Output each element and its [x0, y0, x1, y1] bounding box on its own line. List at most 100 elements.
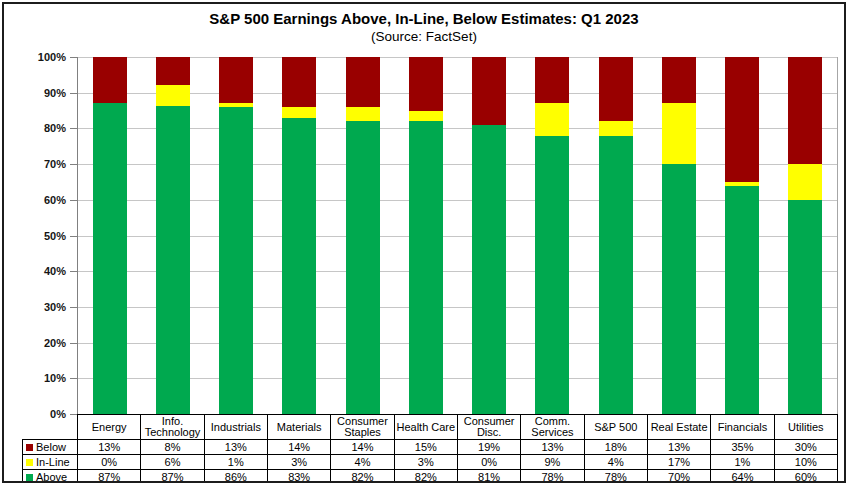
column-header-s-p-500: S&P 500 — [584, 415, 647, 440]
y-axis-label: 40% — [4, 266, 66, 277]
bar-segment-above-real-estate — [662, 164, 696, 414]
bar-segment-above-industrials — [219, 107, 253, 414]
cell-above-consumer-disc: 81% — [457, 470, 520, 484]
legend-swatch-above — [26, 474, 33, 481]
cell-above-comm-services: 78% — [521, 470, 584, 484]
bar-real-estate — [662, 57, 696, 414]
bar-segment-below-materials — [282, 57, 316, 107]
y-axis-tick — [70, 236, 77, 237]
bar-segment-above-materials — [282, 118, 316, 414]
y-axis-label: 70% — [4, 159, 66, 170]
cell-in-line-consumer-disc: 0% — [457, 455, 520, 470]
bar-segment-above-health-care — [409, 121, 443, 414]
legend-cell-below: Below — [23, 440, 78, 455]
cell-below-comm-services: 13% — [521, 440, 584, 455]
bar-column-consumer-disc — [458, 57, 521, 414]
y-axis-tick — [70, 343, 77, 344]
bar-health-care — [409, 57, 443, 414]
bar-segment-in-line-utilities — [788, 164, 822, 200]
legend-swatch-below — [26, 444, 33, 451]
y-axis-tick — [70, 57, 77, 58]
y-axis-label: 90% — [4, 87, 66, 98]
bar-segment-above-consumer-staples — [346, 121, 380, 414]
cell-below-materials: 14% — [267, 440, 330, 455]
cell-below-health-care: 15% — [394, 440, 457, 455]
y-axis-label: 20% — [4, 337, 66, 348]
bar-info-technology — [156, 57, 190, 414]
bar-utilities — [788, 57, 822, 414]
plot-area — [77, 57, 838, 414]
bar-column-consumer-staples — [331, 57, 394, 414]
legend-cell-in-line: In-Line — [23, 455, 78, 470]
cell-below-info-technology: 8% — [141, 440, 204, 455]
bar-segment-above-info-technology — [156, 106, 190, 414]
column-header-comm-services: Comm. Services — [521, 415, 584, 440]
bar-column-s-p-500 — [584, 57, 647, 414]
column-header-info-technology: Info. Technology — [141, 415, 204, 440]
y-axis-label: 10% — [4, 373, 66, 384]
bar-segment-below-comm-services — [535, 57, 569, 103]
cell-above-industrials: 86% — [204, 470, 267, 484]
bar-industrials — [219, 57, 253, 414]
y-axis-label: 60% — [4, 194, 66, 205]
bar-financials — [725, 57, 759, 414]
bar-segment-below-industrials — [219, 57, 253, 103]
bar-segment-above-comm-services — [535, 136, 569, 414]
bar-column-comm-services — [521, 57, 584, 414]
bar-segment-below-real-estate — [662, 57, 696, 103]
y-axis-tick — [70, 200, 77, 201]
bar-segment-above-energy — [93, 103, 127, 414]
bar-column-utilities — [774, 57, 837, 414]
cell-above-materials: 83% — [267, 470, 330, 484]
chart-title: S&P 500 Earnings Above, In-Line, Below E… — [4, 10, 844, 27]
legend-label-below: Below — [36, 441, 66, 453]
legend-swatch-in-line — [26, 459, 33, 466]
chart-subtitle: (Source: FactSet) — [4, 29, 844, 44]
y-axis-tick — [70, 128, 77, 129]
cell-above-health-care: 82% — [394, 470, 457, 484]
cell-below-financials: 35% — [711, 440, 774, 455]
bar-materials — [282, 57, 316, 414]
bar-segment-in-line-consumer-staples — [346, 107, 380, 121]
column-header-real-estate: Real Estate — [647, 415, 710, 440]
y-axis-label: 100% — [4, 52, 66, 63]
bar-segment-below-consumer-staples — [346, 57, 380, 107]
y-axis-tick — [70, 271, 77, 272]
bar-segment-below-health-care — [409, 57, 443, 111]
cell-above-utilities: 60% — [774, 470, 837, 484]
cell-in-line-consumer-staples: 4% — [331, 455, 394, 470]
cell-in-line-real-estate: 17% — [647, 455, 710, 470]
table-corner — [23, 415, 78, 440]
bar-segment-in-line-materials — [282, 107, 316, 118]
bar-segment-below-energy — [93, 57, 127, 103]
bar-energy — [93, 57, 127, 414]
y-axis-tick — [70, 307, 77, 308]
cell-above-info-technology: 87% — [141, 470, 204, 484]
bar-consumer-disc — [472, 57, 506, 414]
bar-column-materials — [268, 57, 331, 414]
bar-segment-in-line-real-estate — [662, 103, 696, 164]
bar-segment-above-financials — [725, 186, 759, 414]
column-header-financials: Financials — [711, 415, 774, 440]
bar-segment-above-utilities — [788, 200, 822, 414]
table-row-below: Below13%8%13%14%14%15%19%13%18%13%35%30% — [23, 440, 838, 455]
bar-column-info-technology — [141, 57, 204, 414]
column-header-consumer-disc: Consumer Disc. — [457, 415, 520, 440]
cell-below-energy: 13% — [78, 440, 141, 455]
cell-in-line-s-p-500: 4% — [584, 455, 647, 470]
cell-above-consumer-staples: 82% — [331, 470, 394, 484]
bar-consumer-staples — [346, 57, 380, 414]
y-axis-label: 30% — [4, 301, 66, 312]
y-axis-label: 80% — [4, 123, 66, 134]
column-header-materials: Materials — [267, 415, 330, 440]
cell-in-line-utilities: 10% — [774, 455, 837, 470]
cell-in-line-financials: 1% — [711, 455, 774, 470]
cell-below-consumer-disc: 19% — [457, 440, 520, 455]
cell-below-real-estate: 13% — [647, 440, 710, 455]
bar-column-health-care — [394, 57, 457, 414]
bar-comm-services — [535, 57, 569, 414]
cell-below-utilities: 30% — [774, 440, 837, 455]
legend-cell-above: Above — [23, 470, 78, 484]
bar-column-real-estate — [647, 57, 710, 414]
cell-in-line-comm-services: 9% — [521, 455, 584, 470]
